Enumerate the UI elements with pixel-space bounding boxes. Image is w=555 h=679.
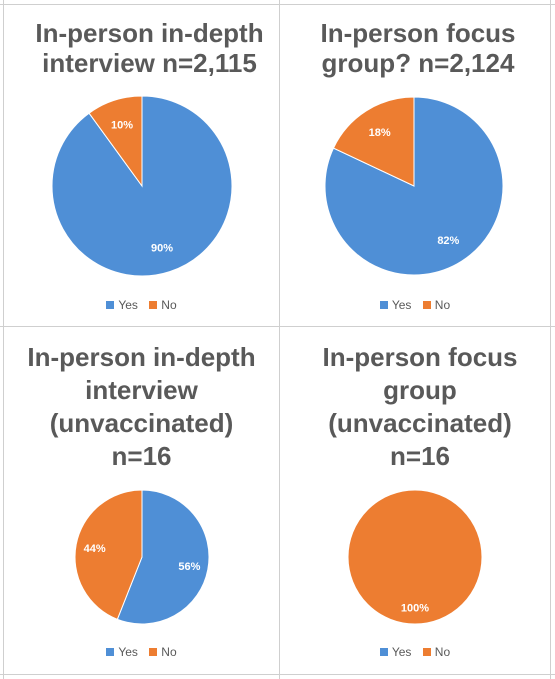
chart-legend: Yes No bbox=[280, 297, 550, 312]
pie-chart-4: 100% bbox=[347, 489, 483, 625]
legend-swatch-no bbox=[422, 647, 431, 656]
pie-slice-no bbox=[88, 95, 143, 188]
pie-slice-no bbox=[332, 96, 415, 187]
legend-swatch-yes bbox=[379, 647, 388, 656]
pie-slice-no bbox=[347, 489, 483, 625]
chart-title-line: n=16 bbox=[111, 441, 172, 471]
chart-title-line: interview bbox=[85, 375, 198, 405]
pie-slice-no bbox=[74, 489, 143, 620]
legend-swatch-no bbox=[422, 300, 431, 309]
pie-chart-2: 82% 18% bbox=[324, 96, 504, 276]
legend-item-no: No bbox=[422, 297, 451, 312]
chart-title-line: interview n=2,115 bbox=[42, 48, 257, 78]
grid-border-middle bbox=[0, 326, 555, 327]
legend-item-no: No bbox=[422, 644, 451, 659]
legend-label-yes: Yes bbox=[391, 644, 412, 659]
grid-border-right bbox=[550, 0, 551, 679]
chart-title: In-person in-depth interview n=2,115 bbox=[20, 18, 279, 78]
chart-title: In-person in-depth interview (unvaccinat… bbox=[4, 341, 279, 473]
chart-title-line: In-person focus bbox=[320, 18, 516, 48]
chart-title-line: group bbox=[383, 375, 457, 405]
chart-title-line: In-person in-depth bbox=[35, 18, 264, 48]
legend-label-no: No bbox=[161, 644, 177, 659]
legend-item-yes: Yes bbox=[379, 644, 412, 659]
grid-border-top bbox=[0, 4, 555, 5]
legend-item-yes: Yes bbox=[379, 297, 412, 312]
chart-legend: Yes No bbox=[4, 644, 279, 659]
legend-swatch-no bbox=[149, 647, 158, 656]
data-label-yes: 90% bbox=[151, 243, 173, 255]
legend-label-no: No bbox=[434, 297, 451, 312]
legend-swatch-yes bbox=[379, 300, 388, 309]
data-label-no: 100% bbox=[401, 602, 429, 614]
chart-panel-2: In-person focus group? n=2,124 82% 18% Ye… bbox=[280, 5, 550, 326]
data-label-no: 18% bbox=[369, 127, 391, 139]
grid-border-center bbox=[279, 0, 280, 679]
legend-item-no: No bbox=[149, 644, 177, 659]
legend-swatch-yes bbox=[106, 647, 115, 656]
legend-item-no: No bbox=[149, 297, 177, 312]
data-label-yes: 56% bbox=[178, 561, 200, 573]
chart-title-line: In-person in-depth bbox=[27, 342, 256, 372]
legend-item-yes: Yes bbox=[106, 297, 138, 312]
legend-label-yes: Yes bbox=[391, 297, 412, 312]
pie-chart-1: 90% 10% bbox=[51, 95, 233, 277]
chart-legend: Yes No bbox=[4, 297, 279, 312]
pie-slice-yes bbox=[116, 489, 210, 625]
grid-border-left bbox=[3, 0, 4, 679]
legend-item-yes: Yes bbox=[106, 644, 138, 659]
chart-title-line: (unvaccinated) bbox=[328, 408, 512, 438]
legend-label-yes: Yes bbox=[118, 297, 138, 312]
chart-title: In-person focus group? n=2,124 bbox=[286, 18, 550, 78]
chart-title-line: n=16 bbox=[390, 441, 450, 471]
chart-title-line: group? n=2,124 bbox=[321, 48, 515, 78]
pie-chart-3: 56% 44% bbox=[74, 489, 210, 625]
grid-border-bottom bbox=[0, 674, 555, 675]
data-label-yes: 82% bbox=[437, 235, 459, 247]
chart-title-line: In-person focus bbox=[322, 342, 518, 372]
data-label-no: 44% bbox=[84, 543, 106, 555]
legend-label-no: No bbox=[434, 644, 451, 659]
chart-panel-1: In-person in-depth interview n=2,115 90%… bbox=[4, 5, 279, 326]
chart-panel-3: In-person in-depth interview (unvaccinat… bbox=[4, 327, 279, 674]
chart-title-line: (unvaccinated) bbox=[49, 408, 234, 438]
legend-label-yes: Yes bbox=[118, 644, 138, 659]
data-label-no: 10% bbox=[111, 119, 133, 131]
legend-swatch-no bbox=[149, 300, 158, 309]
legend-swatch-yes bbox=[106, 300, 115, 309]
chart-panel-4: In-person focus group (unvaccinated) n=1… bbox=[280, 327, 550, 674]
chart-legend: Yes No bbox=[280, 644, 550, 659]
legend-label-no: No bbox=[161, 297, 177, 312]
chart-title: In-person focus group (unvaccinated) n=1… bbox=[290, 341, 550, 473]
